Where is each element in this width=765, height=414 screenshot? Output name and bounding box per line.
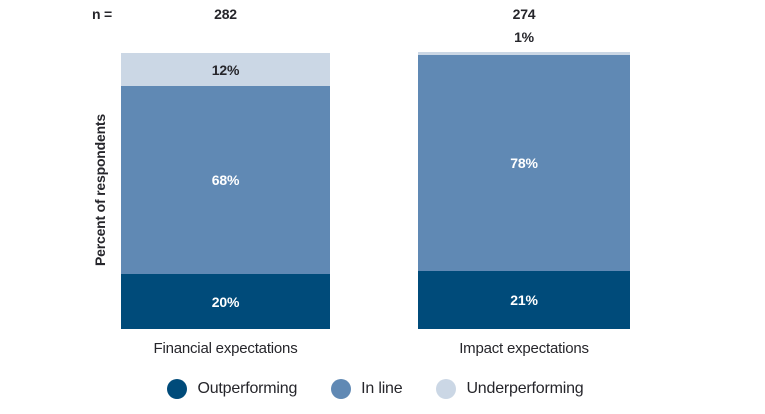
segment-value-label: 20%: [211, 293, 240, 310]
category-label-financial: Financial expectations: [153, 340, 298, 357]
segment-value-label: 12%: [211, 61, 240, 78]
segment-underperforming-impact: [418, 52, 630, 55]
bar-financial-expectations: 12% 68% 20%: [121, 53, 330, 329]
segment-inline-financial: 68%: [121, 86, 330, 274]
legend-label: Outperforming: [197, 380, 298, 397]
segment-outperforming-impact: 21%: [418, 271, 630, 329]
segment-value-label: 78%: [510, 155, 538, 171]
outperforming-dot-icon: [167, 379, 188, 399]
y-axis-label: Percent of respondents: [92, 114, 108, 266]
underperforming-impact-outside-label: 1%: [514, 29, 534, 45]
legend-item-underperforming: Underperforming: [436, 379, 584, 399]
segment-value-label: 21%: [510, 292, 538, 308]
n-value-financial: 282: [214, 6, 237, 22]
segment-outperforming-financial: 20%: [121, 274, 330, 329]
legend-item-outperforming: Outperforming: [167, 379, 297, 399]
segment-inline-impact: 78%: [418, 55, 630, 271]
legend-label: Underperforming: [466, 380, 584, 397]
segment-underperforming-financial: 12%: [121, 53, 330, 86]
underperforming-dot-icon: [436, 379, 457, 399]
category-label-impact: Impact expectations: [459, 340, 589, 357]
inline-dot-icon: [331, 379, 352, 399]
n-value-impact: 274: [512, 6, 536, 22]
legend-item-inline: In line: [331, 379, 403, 399]
legend-label: In line: [361, 380, 403, 397]
legend: Outperforming In line Underperforming: [0, 379, 751, 399]
segment-value-label: 68%: [211, 172, 240, 188]
n-equals-label: n =: [92, 6, 113, 22]
bar-impact-expectations: 78% 21%: [418, 52, 630, 329]
